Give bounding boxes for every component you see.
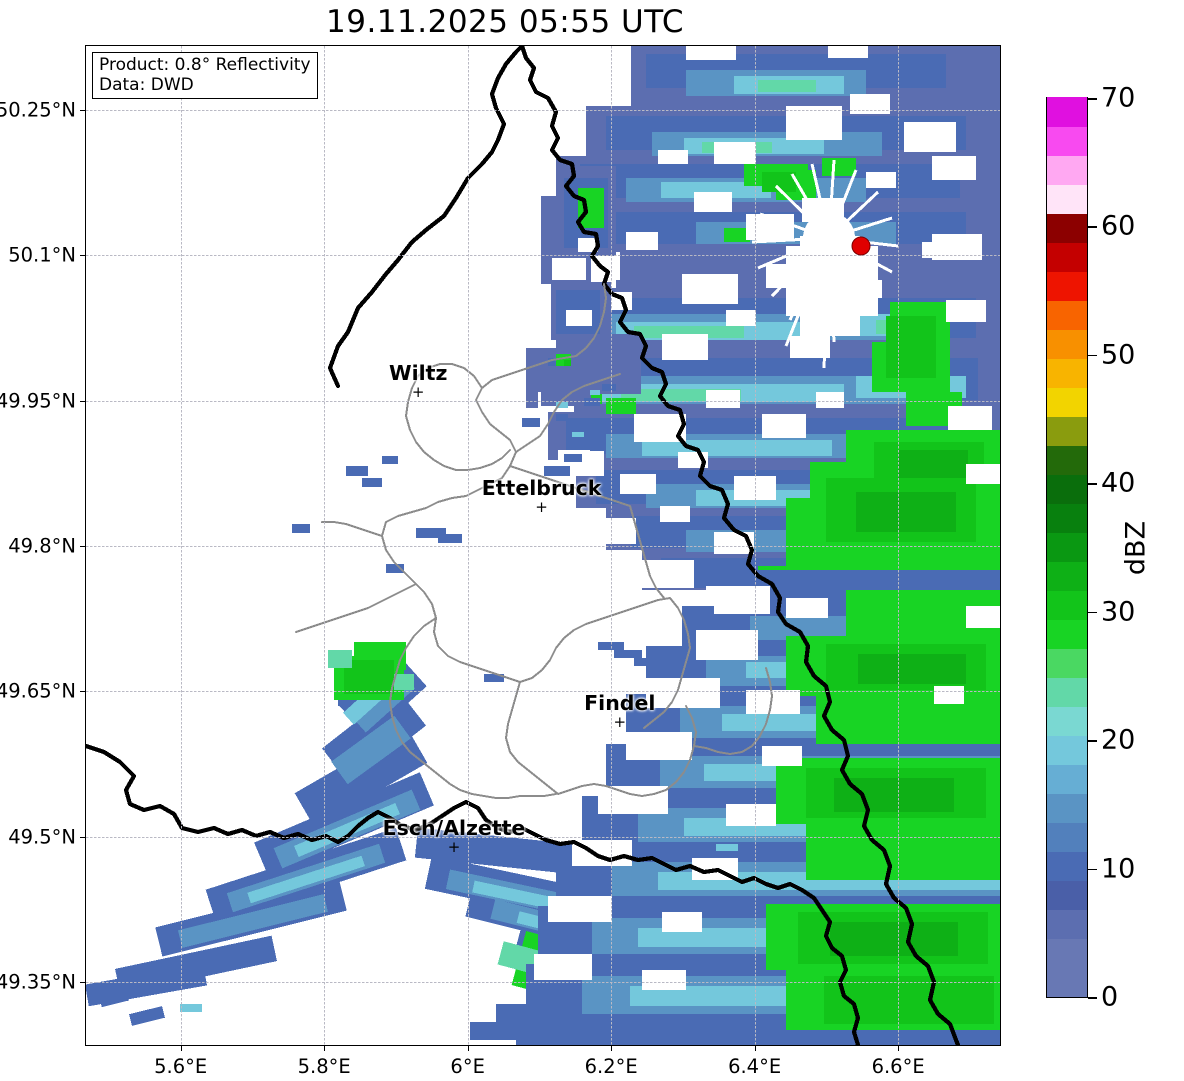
y-axis-tick: [80, 400, 85, 402]
colorbar-band: [1047, 648, 1087, 678]
y-axis-tick: [80, 545, 85, 547]
y-axis-tick: [80, 109, 85, 111]
colorbar-band: [1047, 503, 1087, 533]
y-axis-label: 50.25°N: [0, 98, 76, 122]
x-axis-label: 6.4°E: [728, 1055, 782, 1078]
colorbar-band: [1047, 532, 1087, 562]
colorbar-band: [1047, 416, 1087, 446]
colorbar-tick-label: 0: [1101, 981, 1119, 1013]
colorbar-band: [1047, 474, 1087, 504]
colorbar-tick: [1088, 868, 1097, 871]
map-plot-area[interactable]: Wiltz + Ettelbruck + Findel + Esch/Alzet…: [85, 45, 1001, 1046]
national-border-path: [327, 46, 961, 1045]
colorbar-band: [1047, 387, 1087, 417]
city-name: Wiltz: [388, 361, 448, 386]
colorbar-band: [1047, 561, 1087, 591]
x-axis-label: 5.8°E: [297, 1055, 351, 1078]
x-axis-tick: [180, 1046, 182, 1051]
colorbar-band: [1047, 271, 1087, 301]
colorbar-tick-label: 60: [1101, 210, 1136, 242]
city-marker-icon: +: [613, 712, 627, 731]
x-axis-tick: [754, 1046, 756, 1051]
y-axis-tick: [80, 836, 85, 838]
colorbar-band: [1047, 735, 1087, 765]
colorbar-tick-label: 70: [1101, 82, 1136, 114]
colorbar-band: [1047, 909, 1087, 939]
belgium-france-border-path: [86, 743, 861, 1045]
colorbar-tick-label: 40: [1101, 467, 1136, 499]
city-marker-icon: +: [447, 837, 461, 856]
city-label-findel: Findel +: [584, 691, 655, 729]
colorbar-tick-label: 10: [1101, 853, 1136, 885]
colorbar-band: [1047, 358, 1087, 388]
colorbar-band: [1047, 967, 1087, 997]
colorbar-band: [1047, 590, 1087, 620]
city-label-ettelbruck: Ettelbruck +: [482, 476, 602, 514]
x-axis-tick: [611, 1046, 613, 1051]
y-axis-label: 49.8°N: [8, 534, 76, 558]
colorbar-band: [1047, 97, 1087, 127]
y-axis-label: 49.65°N: [0, 679, 76, 703]
colorbar-band: [1047, 677, 1087, 707]
x-axis-label: 5.6°E: [154, 1055, 208, 1078]
y-axis-tick: [80, 255, 85, 257]
product-line: Product: 0.8° Reflectivity: [99, 55, 311, 75]
colorbar-band: [1047, 126, 1087, 156]
city-marker-icon: +: [535, 498, 548, 517]
colorbar-band: [1047, 938, 1087, 968]
y-axis-label: 49.95°N: [0, 389, 76, 413]
colorbar-tick: [1088, 226, 1097, 228]
colorbar[interactable]: 0 10 20 30 40 50 60 70: [1046, 83, 1135, 1013]
colorbar-tick-label: 30: [1101, 596, 1136, 628]
x-axis-label: 6.2°E: [584, 1055, 638, 1078]
y-axis-label: 49.5°N: [8, 825, 76, 849]
colorbar-band: [1047, 880, 1087, 910]
x-axis-label: 6°E: [450, 1055, 485, 1078]
colorbar-tick: [1088, 483, 1097, 485]
city-label-esch-alzette: Esch/Alzette +: [383, 816, 526, 854]
colorbar-tick: [1088, 997, 1097, 999]
colorbar-tick: [1088, 98, 1097, 100]
city-name: Findel: [584, 690, 656, 715]
y-axis-label: 49.35°N: [0, 970, 76, 994]
colorbar-band: [1047, 793, 1087, 823]
colorbar-tick: [1088, 740, 1097, 742]
colorbar-band: [1047, 242, 1087, 272]
colorbar-tick: [1088, 354, 1097, 357]
city-name: Esch/Alzette: [382, 815, 526, 840]
x-axis-tick: [324, 1046, 326, 1051]
city-label-wiltz: Wiltz +: [389, 361, 447, 399]
product-info-box: Product: 0.8° Reflectivity Data: DWD: [92, 52, 318, 100]
colorbar-band: [1047, 213, 1087, 243]
colorbar-title: dBZ: [1120, 520, 1152, 576]
radar-reflectivity-layer: [86, 46, 1000, 1045]
colorbar-band: [1047, 445, 1087, 475]
y-axis-tick: [80, 982, 85, 984]
colorbar-band: [1047, 851, 1087, 881]
colorbar-band: [1047, 619, 1087, 649]
colorbar-tick: [1088, 611, 1097, 614]
colorbar-band: [1047, 184, 1087, 214]
y-axis-tick: [80, 691, 85, 693]
colorbar-tick-label: 50: [1101, 339, 1136, 371]
page-title: 19.11.2025 05:55 UTC: [326, 4, 684, 40]
colorbar-band: [1047, 706, 1087, 736]
x-axis-tick: [898, 1046, 900, 1051]
city-name: Ettelbruck: [481, 476, 602, 501]
colorbar-band: [1047, 300, 1087, 330]
colorbar-tick-label: 20: [1101, 724, 1136, 756]
city-marker-icon: +: [411, 383, 425, 402]
canton-boundaries: [295, 283, 773, 799]
x-axis-tick: [467, 1046, 469, 1051]
radar-site-marker: [851, 236, 871, 256]
y-axis-label: 50.1°N: [8, 243, 76, 267]
map-canvas: Wiltz + Ettelbruck + Findel + Esch/Alzet…: [86, 46, 1000, 1045]
colorbar-band: [1047, 155, 1087, 185]
x-axis-label: 6.6°E: [871, 1055, 925, 1078]
colorbar-band: [1047, 329, 1087, 359]
data-source-line: Data: DWD: [99, 75, 194, 96]
colorbar-band: [1047, 822, 1087, 852]
colorbar-band: [1047, 764, 1087, 794]
